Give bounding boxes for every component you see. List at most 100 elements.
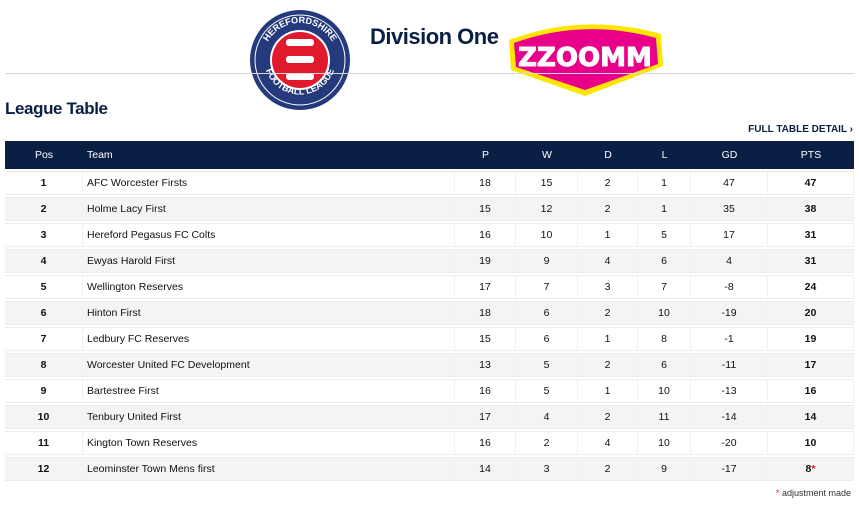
cell-pts: 8* — [768, 457, 854, 481]
cell-d: 2 — [578, 405, 638, 429]
cell-pos: 10 — [5, 405, 83, 429]
cell-pos: 4 — [5, 249, 83, 273]
cell-gd: -13 — [691, 379, 768, 403]
cell-p: 19 — [455, 249, 516, 273]
cell-pos: 6 — [5, 301, 83, 325]
herefordshire-league-logo: HEREFORDSHIRE FOOTBALL LEAGUE — [250, 10, 350, 110]
cell-p: 14 — [455, 457, 516, 481]
cell-l: 8 — [638, 327, 691, 351]
cell-d: 2 — [578, 171, 638, 195]
col-p: P — [455, 141, 516, 169]
cell-pts: 19 — [768, 327, 854, 351]
cell-team: Ewyas Harold First — [83, 249, 455, 273]
cell-team: Worcester United FC Development — [83, 353, 455, 377]
cell-gd: -20 — [691, 431, 768, 455]
table-row[interactable]: 8 Worcester United FC Development 13 5 2 6 -11… — [5, 353, 854, 377]
cell-p: 17 — [455, 405, 516, 429]
cell-l: 7 — [638, 275, 691, 299]
cell-l: 10 — [638, 379, 691, 403]
cell-l: 10 — [638, 431, 691, 455]
cell-w: 6 — [516, 327, 578, 351]
col-pts: PTS — [768, 141, 854, 169]
cell-d: 1 — [578, 223, 638, 247]
cell-l: 1 — [638, 197, 691, 221]
cell-w: 3 — [516, 457, 578, 481]
cell-d: 2 — [578, 457, 638, 481]
cell-pts: 31 — [768, 249, 854, 273]
cell-w: 15 — [516, 171, 578, 195]
table-row[interactable]: 1 AFC Worcester Firsts 18 15 2 1 47 47 — [5, 171, 854, 195]
col-l: L — [638, 141, 691, 169]
cell-team: Tenbury United First — [83, 405, 455, 429]
table-row[interactable]: 2 Holme Lacy First 15 12 2 1 35 38 — [5, 197, 854, 221]
cell-pts: 24 — [768, 275, 854, 299]
table-row[interactable]: 9 Bartestree First 16 5 1 10 -13 16 — [5, 379, 854, 403]
cell-pts: 20 — [768, 301, 854, 325]
cell-pos: 3 — [5, 223, 83, 247]
cell-pos: 1 — [5, 171, 83, 195]
cell-gd: 4 — [691, 249, 768, 273]
table-row[interactable]: 6 Hinton First 18 6 2 10 -19 20 — [5, 301, 854, 325]
cell-w: 5 — [516, 353, 578, 377]
cell-gd: -8 — [691, 275, 768, 299]
table-row[interactable]: 10 Tenbury United First 17 4 2 11 -14 14 — [5, 405, 854, 429]
cell-pts: 47 — [768, 171, 854, 195]
table-row[interactable]: 3 Hereford Pegasus FC Colts 16 10 1 5 17 31 — [5, 223, 854, 247]
table-row[interactable]: 12 Leominster Town Mens first 14 3 2 9 -17 8* — [5, 457, 854, 481]
table-row[interactable]: 11 Kington Town Reserves 16 2 4 10 -20 10 — [5, 431, 854, 455]
header-divider — [5, 73, 854, 74]
cell-p: 15 — [455, 327, 516, 351]
cell-w: 5 — [516, 379, 578, 403]
cell-pts: 16 — [768, 379, 854, 403]
cell-team: Leominster Town Mens first — [83, 457, 455, 481]
table-row[interactable]: 5 Wellington Reserves 17 7 3 7 -8 24 — [5, 275, 854, 299]
cell-pos: 2 — [5, 197, 83, 221]
cell-p: 17 — [455, 275, 516, 299]
zzoomm-sponsor-logo: ZZOOMM — [509, 24, 663, 96]
cell-w: 2 — [516, 431, 578, 455]
cell-gd: -14 — [691, 405, 768, 429]
cell-team: Bartestree First — [83, 379, 455, 403]
cell-d: 4 — [578, 431, 638, 455]
col-pos: Pos — [5, 141, 83, 169]
cell-gd: -11 — [691, 353, 768, 377]
cell-l: 10 — [638, 301, 691, 325]
cell-l: 11 — [638, 405, 691, 429]
cell-l: 9 — [638, 457, 691, 481]
section-title: League Table — [5, 99, 108, 118]
cell-p: 16 — [455, 431, 516, 455]
chevron-right-icon: › — [849, 124, 853, 135]
cell-w: 6 — [516, 301, 578, 325]
division-title: Division One — [370, 24, 499, 49]
cell-pos: 8 — [5, 353, 83, 377]
cell-team: AFC Worcester Firsts — [83, 171, 455, 195]
table-row[interactable]: 7 Ledbury FC Reserves 15 6 1 8 -1 19 — [5, 327, 854, 351]
cell-pts: 31 — [768, 223, 854, 247]
cell-w: 9 — [516, 249, 578, 273]
cell-l: 6 — [638, 249, 691, 273]
cell-d: 1 — [578, 327, 638, 351]
cell-gd: -17 — [691, 457, 768, 481]
cell-p: 18 — [455, 171, 516, 195]
cell-w: 7 — [516, 275, 578, 299]
cell-d: 2 — [578, 353, 638, 377]
cell-gd: -1 — [691, 327, 768, 351]
cell-gd: 47 — [691, 171, 768, 195]
cell-pos: 7 — [5, 327, 83, 351]
cell-d: 1 — [578, 379, 638, 403]
league-table: Pos Team P W D L GD PTS 1 AFC Worcester F… — [5, 139, 854, 483]
cell-pos: 5 — [5, 275, 83, 299]
cell-w: 4 — [516, 405, 578, 429]
cell-team: Kington Town Reserves — [83, 431, 455, 455]
cell-d: 2 — [578, 301, 638, 325]
cell-pts: 14 — [768, 405, 854, 429]
cell-d: 4 — [578, 249, 638, 273]
adjustment-footnote: * adjustment made — [775, 488, 851, 498]
table-header: Pos Team P W D L GD PTS — [5, 141, 854, 169]
full-table-detail-link[interactable]: FULL TABLE DETAIL › — [748, 124, 853, 135]
cell-team: Hereford Pegasus FC Colts — [83, 223, 455, 247]
cell-l: 6 — [638, 353, 691, 377]
table-row[interactable]: 4 Ewyas Harold First 19 9 4 6 4 31 — [5, 249, 854, 273]
col-d: D — [578, 141, 638, 169]
cell-team: Wellington Reserves — [83, 275, 455, 299]
